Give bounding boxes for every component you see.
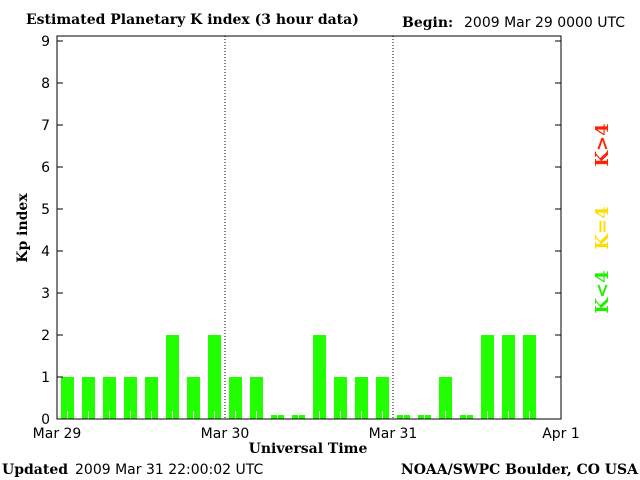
y-tick-label: 0 — [41, 412, 50, 428]
y-tick-label: 4 — [41, 244, 50, 260]
bar — [250, 377, 263, 419]
bar — [355, 377, 368, 419]
plot-frame — [56, 35, 562, 420]
legend-entry: K>4 — [592, 123, 613, 166]
y-tick-label: 5 — [41, 202, 50, 218]
y-tick-label: 2 — [41, 328, 50, 344]
begin-label: Begin: — [402, 15, 453, 31]
y-tick-label: 7 — [41, 118, 50, 134]
legend-entry: K<4 — [592, 270, 613, 313]
bar — [208, 335, 221, 419]
x-tick-label: Mar 30 — [201, 426, 250, 442]
bar — [187, 377, 200, 419]
chart-title: Estimated Planetary K index (3 hour data… — [26, 12, 359, 28]
bar — [481, 335, 494, 419]
bar — [229, 377, 242, 419]
source-credit: NOAA/SWPC Boulder, CO USA — [401, 462, 639, 478]
updated-value: 2009 Mar 31 22:00:02 UTC — [75, 462, 264, 478]
updated-label: Updated — [2, 462, 68, 478]
legend-entry: K=4 — [592, 206, 613, 249]
bar — [103, 377, 116, 419]
bar — [61, 377, 74, 419]
bar — [145, 377, 158, 419]
y-tick-label: 3 — [41, 286, 50, 302]
y-tick-label: 6 — [41, 160, 50, 176]
x-tick-label: Mar 29 — [33, 426, 82, 442]
y-tick-label: 9 — [41, 34, 50, 50]
bar — [523, 335, 536, 419]
x-tick-label: Apr 1 — [542, 426, 580, 442]
bar — [376, 377, 389, 419]
y-tick-label: 8 — [41, 76, 50, 92]
bar — [313, 335, 326, 419]
bar — [502, 335, 515, 419]
y-axis-label: Kp index — [15, 193, 31, 263]
bar — [334, 377, 347, 419]
x-axis-label: Universal Time — [249, 441, 368, 457]
begin-value: 2009 Mar 29 0000 UTC — [464, 15, 625, 31]
bar — [124, 377, 137, 419]
bar — [439, 377, 452, 419]
y-tick-label: 1 — [41, 370, 50, 386]
bar — [166, 335, 179, 419]
x-tick-label: Mar 31 — [369, 426, 418, 442]
bar — [82, 377, 95, 419]
